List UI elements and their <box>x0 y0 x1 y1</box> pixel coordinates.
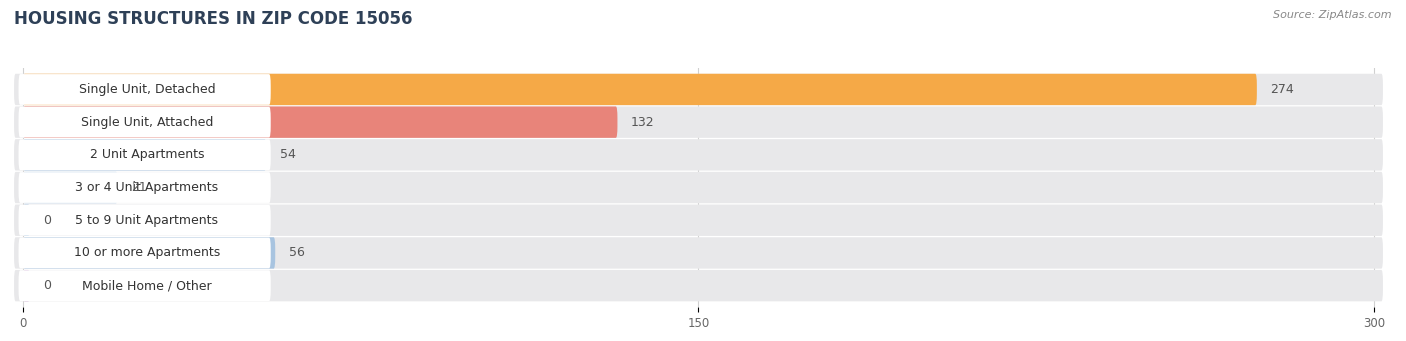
FancyBboxPatch shape <box>22 139 266 170</box>
FancyBboxPatch shape <box>18 238 271 268</box>
Text: 0: 0 <box>44 279 52 292</box>
FancyBboxPatch shape <box>22 270 30 301</box>
Text: 274: 274 <box>1271 83 1294 96</box>
FancyBboxPatch shape <box>22 205 30 236</box>
Text: Single Unit, Attached: Single Unit, Attached <box>80 116 214 129</box>
Text: HOUSING STRUCTURES IN ZIP CODE 15056: HOUSING STRUCTURES IN ZIP CODE 15056 <box>14 10 412 28</box>
FancyBboxPatch shape <box>18 107 271 137</box>
FancyBboxPatch shape <box>18 172 271 203</box>
Text: 21: 21 <box>131 181 146 194</box>
Text: 3 or 4 Unit Apartments: 3 or 4 Unit Apartments <box>76 181 218 194</box>
FancyBboxPatch shape <box>14 205 1384 236</box>
FancyBboxPatch shape <box>22 172 118 203</box>
Text: 10 or more Apartments: 10 or more Apartments <box>73 247 219 260</box>
FancyBboxPatch shape <box>14 172 1384 203</box>
Text: 132: 132 <box>631 116 655 129</box>
Text: Single Unit, Detached: Single Unit, Detached <box>79 83 215 96</box>
FancyBboxPatch shape <box>14 139 1384 170</box>
Text: 5 to 9 Unit Apartments: 5 to 9 Unit Apartments <box>76 214 218 227</box>
FancyBboxPatch shape <box>18 205 271 236</box>
Text: 2 Unit Apartments: 2 Unit Apartments <box>90 148 204 161</box>
Text: 0: 0 <box>44 214 52 227</box>
Text: Source: ZipAtlas.com: Source: ZipAtlas.com <box>1274 10 1392 20</box>
FancyBboxPatch shape <box>22 74 1257 105</box>
FancyBboxPatch shape <box>22 237 276 269</box>
FancyBboxPatch shape <box>14 237 1384 269</box>
FancyBboxPatch shape <box>14 270 1384 301</box>
FancyBboxPatch shape <box>18 74 271 105</box>
FancyBboxPatch shape <box>18 270 271 301</box>
Text: 54: 54 <box>280 148 295 161</box>
FancyBboxPatch shape <box>14 74 1384 105</box>
FancyBboxPatch shape <box>22 106 617 138</box>
Text: 56: 56 <box>288 247 305 260</box>
FancyBboxPatch shape <box>14 106 1384 138</box>
FancyBboxPatch shape <box>18 139 271 170</box>
Text: Mobile Home / Other: Mobile Home / Other <box>82 279 212 292</box>
